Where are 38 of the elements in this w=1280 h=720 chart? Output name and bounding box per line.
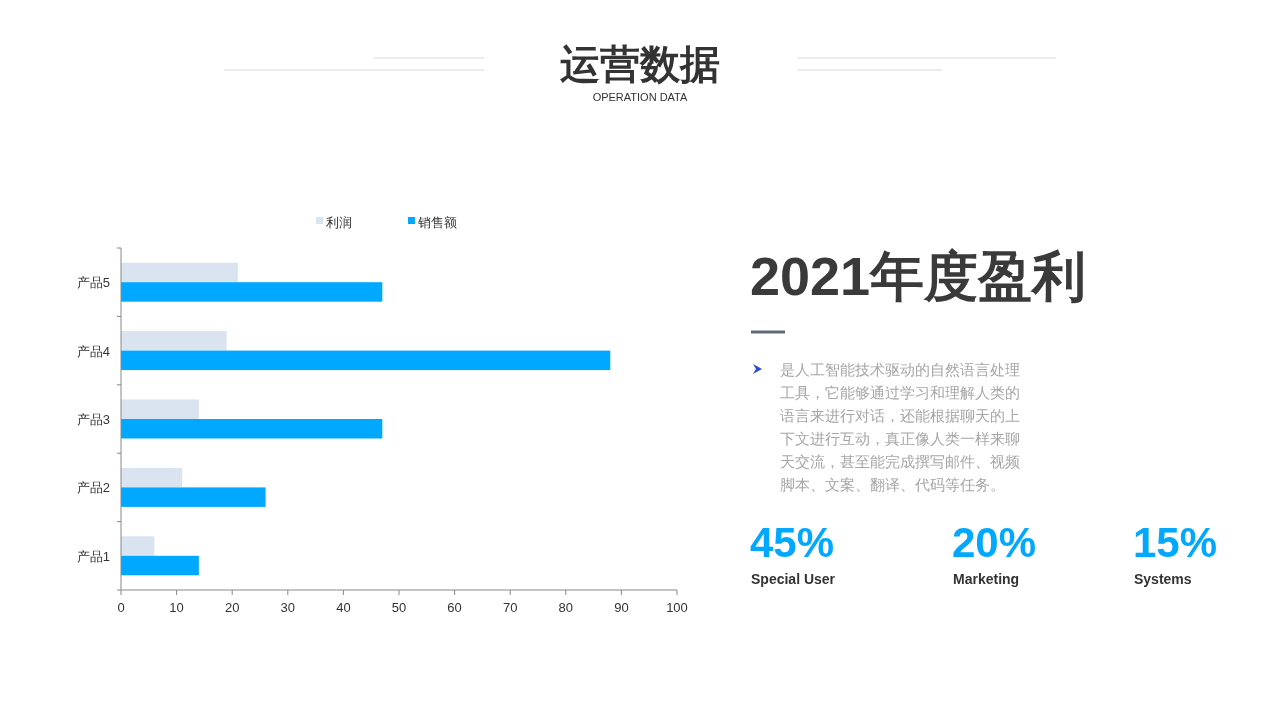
bar	[121, 467, 183, 488]
y-tick-label: 产品3	[76, 412, 110, 427]
legend-label: 利润	[326, 215, 352, 230]
x-tick-label: 0	[117, 600, 125, 615]
x-tick-label: 30	[280, 600, 296, 615]
y-tick-label: 产品4	[76, 343, 110, 359]
bar	[121, 282, 383, 302]
chart-title: 运营数据	[560, 42, 720, 86]
x-tick-label: 80	[558, 600, 574, 615]
bar	[121, 262, 238, 283]
x-tick-label: 40	[336, 600, 351, 615]
x-tick-label: 100	[666, 600, 688, 615]
text: 是人工智能技术驱动的自然语言处理工具，它能够通过学习和理解人类的语言来进行对话，还能根据聊天的上下文进行互动，真正像人类一样来聊天交流，甚至能完成撰写邮件、视频脚本、文案、翻译、代码等任务。	[780, 362, 1020, 493]
legend-label: 销售额	[417, 215, 457, 230]
text: 15%	[1133, 519, 1218, 566]
bar	[121, 419, 383, 439]
x-tick-label: 70	[502, 600, 518, 615]
bar	[121, 331, 227, 351]
text: 2021年度盈利	[750, 246, 1087, 306]
x-tick-label: 90	[614, 600, 629, 615]
x-tick-label: 50	[391, 600, 407, 615]
chart-subtitle: OPERATION DATA	[592, 91, 689, 103]
x-tick-label: 10	[169, 600, 184, 615]
bar	[121, 536, 155, 556]
bar	[121, 487, 266, 507]
x-tick-label: 20	[224, 600, 240, 615]
y-tick-label: 产品5	[76, 275, 110, 291]
text: 20%	[952, 519, 1037, 566]
text: Marketing	[953, 571, 1020, 587]
bar	[121, 555, 199, 576]
y-tick-label: 产品2	[76, 480, 110, 496]
text: Systems	[1134, 571, 1192, 587]
x-tick-label: 60	[447, 600, 462, 615]
y-tick-label: 产品1	[76, 548, 110, 564]
text: 45%	[750, 519, 835, 566]
bar	[121, 350, 611, 371]
text: Special User	[751, 571, 836, 587]
bar	[121, 399, 199, 419]
